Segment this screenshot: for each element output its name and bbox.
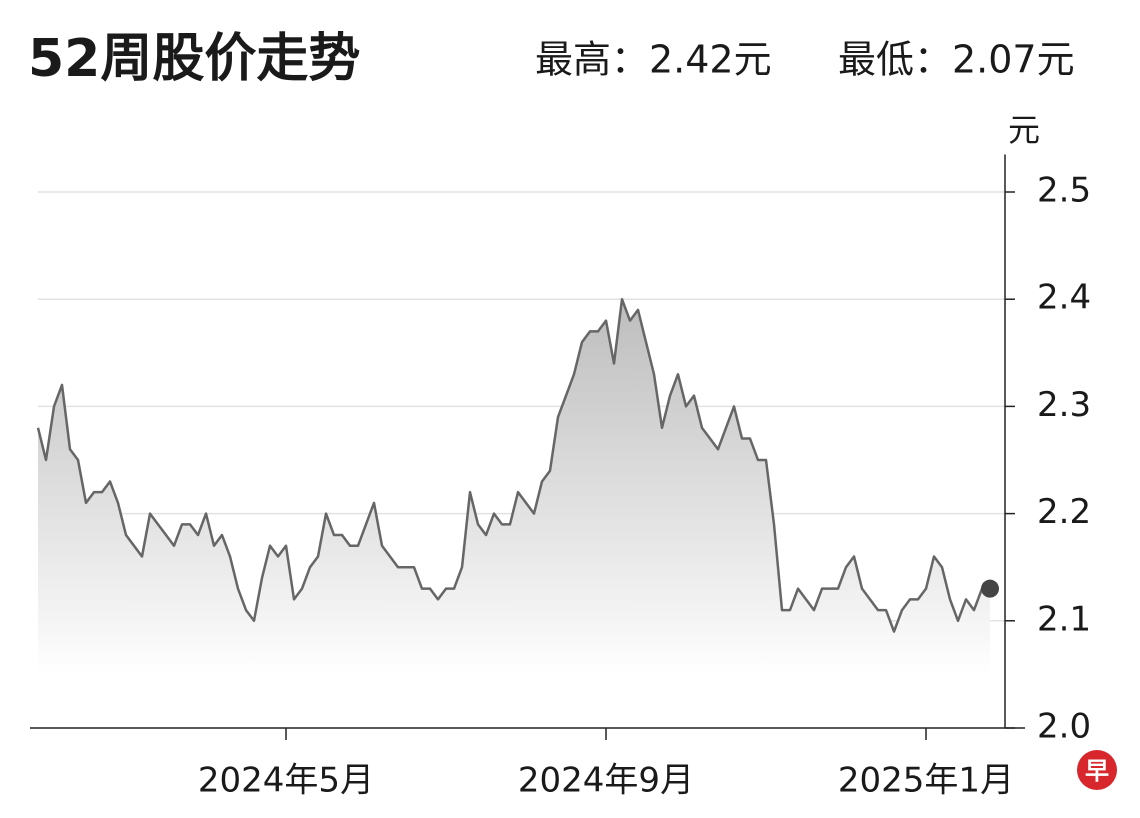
end-marker	[981, 579, 999, 598]
y-tick-label: 2.4	[1037, 278, 1091, 318]
area	[38, 299, 990, 675]
x-tick-label: 2024年5月	[198, 761, 374, 801]
y-tick-label: 2.1	[1037, 599, 1091, 639]
logo: 早	[1085, 757, 1109, 785]
annotation: 最高：2.42元	[535, 38, 772, 82]
x-tick-label: 2024年9月	[518, 761, 694, 801]
y-tick-label: 2.0	[1037, 707, 1091, 747]
chart-title: 52周股价走势	[28, 29, 360, 89]
x-tick-label: 2025年1月	[838, 761, 1014, 801]
logo-badge	[1077, 750, 1117, 790]
y-tick-label: 2.3	[1037, 385, 1091, 425]
line	[36, 297, 990, 633]
y-tick-label: 2.2	[1037, 492, 1091, 532]
y-axis-label: 元	[1008, 111, 1040, 149]
y-tick-label: 2.5	[1037, 171, 1091, 211]
annotation: 最低：2.07元	[838, 38, 1075, 82]
